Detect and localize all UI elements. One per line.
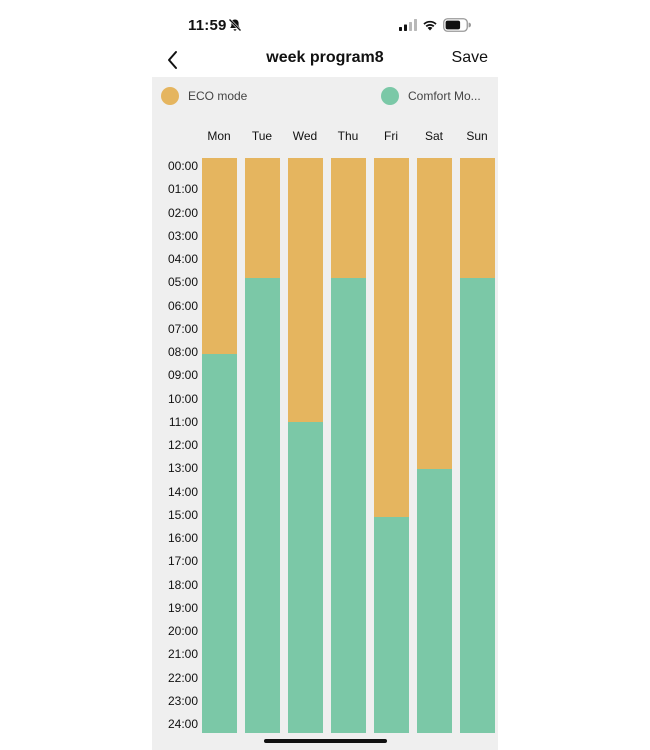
time-label: 13:00 (167, 461, 198, 476)
day-header-tue: Tue (251, 129, 273, 143)
eco-segment (245, 158, 280, 278)
page-title: week program8 (266, 49, 384, 66)
day-column-thu[interactable] (331, 158, 366, 733)
home-indicator[interactable] (264, 739, 387, 743)
day-column-wed[interactable] (288, 158, 323, 733)
comfort-segment (460, 278, 495, 733)
time-label: 08:00 (167, 345, 198, 359)
time-label: 22:00 (167, 670, 198, 685)
time-label: 10:00 (167, 391, 198, 406)
legend-item-eco[interactable]: ECO mode (161, 87, 247, 105)
eco-mode-swatch (161, 87, 179, 105)
cellular-signal-icon (399, 19, 417, 31)
day-header-sun: Sun (466, 129, 488, 143)
time-label: 20:00 (167, 624, 198, 638)
comfort-segment (374, 517, 409, 733)
time-label: 06:00 (167, 298, 198, 313)
time-label: 21:00 (167, 647, 198, 662)
eco-segment (331, 158, 366, 278)
battery-icon (443, 18, 471, 32)
day-column-mon[interactable] (202, 158, 237, 733)
day-header-fri: Fri (384, 129, 398, 143)
eco-segment (288, 158, 323, 422)
time-label: 11:00 (168, 414, 198, 429)
time-label: 07:00 (167, 321, 198, 336)
eco-segment (417, 158, 452, 469)
save-button[interactable]: Save (451, 49, 488, 66)
status-time: 11:59 (188, 17, 227, 34)
time-label: 04:00 (167, 252, 198, 266)
time-label: 01:00 (167, 182, 198, 197)
eco-segment (374, 158, 409, 517)
eco-segment (460, 158, 495, 278)
time-label: 23:00 (167, 693, 198, 708)
legend-label-comfort: Comfort Mo... (408, 89, 481, 103)
day-column-sat[interactable] (417, 158, 452, 733)
back-button[interactable] (162, 48, 184, 72)
comfort-segment (331, 278, 366, 733)
day-header-mon: Mon (207, 129, 231, 143)
day-header-sat: Sat (424, 129, 443, 143)
time-label: 14:00 (167, 484, 198, 499)
time-label: 00:00 (167, 159, 198, 173)
time-label: 16:00 (167, 531, 198, 545)
time-label: 12:00 (167, 438, 198, 452)
time-label: 02:00 (167, 205, 198, 220)
legend-item-comfort[interactable]: Comfort Mo... (381, 87, 481, 105)
time-label: 24:00 (167, 717, 198, 731)
time-label: 03:00 (167, 228, 198, 243)
comfort-mode-swatch (381, 87, 399, 105)
comfort-segment (202, 354, 237, 733)
time-label: 05:00 (167, 275, 198, 290)
time-label: 18:00 (167, 577, 198, 592)
wifi-icon (423, 20, 437, 31)
day-header-wed: Wed (292, 129, 318, 143)
time-label: 15:00 (167, 507, 198, 522)
eco-segment (202, 158, 237, 354)
week-schedule: ECO mode Comfort Mo... Mon Tue Wed Thu F… (152, 77, 498, 750)
comfort-segment (245, 278, 280, 733)
time-label: 09:00 (167, 368, 198, 383)
time-label: 19:00 (167, 600, 198, 615)
legend: ECO mode Comfort Mo... (152, 77, 498, 115)
day-column-sun[interactable] (460, 158, 495, 733)
nav-bar: week program8 Save (152, 44, 498, 76)
bell-muted-icon (228, 18, 242, 32)
comfort-segment (288, 422, 323, 733)
status-bar: 11:59 (152, 0, 498, 50)
legend-label-eco: ECO mode (188, 89, 248, 103)
day-header-thu: Thu (337, 129, 359, 143)
day-column-fri[interactable] (374, 158, 409, 733)
day-column-tue[interactable] (245, 158, 280, 733)
comfort-segment (417, 469, 452, 733)
time-label: 17:00 (167, 554, 198, 569)
